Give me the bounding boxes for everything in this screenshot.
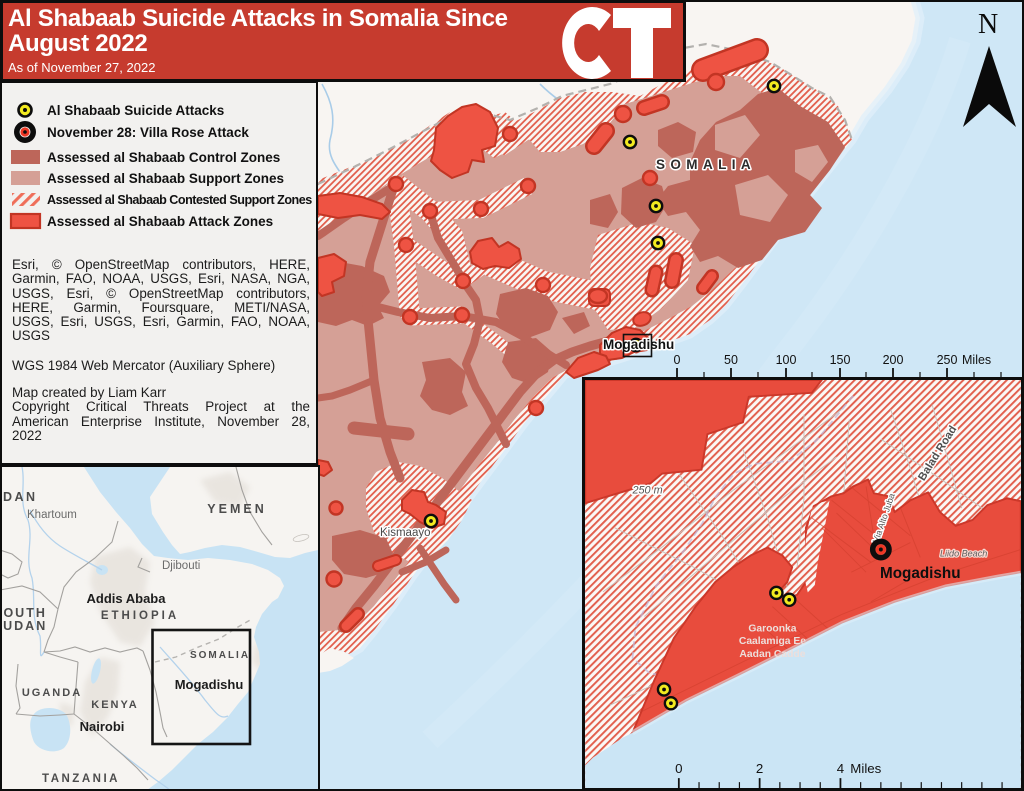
svg-text:0: 0 (675, 761, 682, 776)
svg-text:Aadan Cadde: Aadan Cadde (739, 649, 805, 660)
svg-text:4: 4 (837, 761, 844, 776)
svg-text:SOUTH: SOUTH (0, 606, 47, 620)
svg-text:Mogadishu: Mogadishu (603, 337, 674, 352)
svg-text:UGANDA: UGANDA (22, 687, 82, 699)
svg-text:DAN: DAN (3, 490, 38, 504)
svg-text:N: N (978, 9, 998, 40)
svg-text:Addis Ababa: Addis Ababa (87, 591, 167, 606)
svg-text:50: 50 (724, 353, 738, 367)
svg-text:YEMEN: YEMEN (207, 502, 266, 516)
svg-text:Liido Beach: Liido Beach (940, 548, 987, 558)
svg-text:ETHIOPIA: ETHIOPIA (101, 610, 179, 622)
svg-text:Nairobi: Nairobi (80, 719, 125, 734)
svg-text:Khartoum: Khartoum (27, 509, 77, 521)
svg-text:100: 100 (776, 353, 797, 367)
svg-text:Caalamiga Ee: Caalamiga Ee (739, 636, 806, 647)
svg-text:2: 2 (756, 761, 763, 776)
svg-text:250 m: 250 m (632, 484, 663, 496)
svg-text:150: 150 (830, 353, 851, 367)
svg-text:SOMALIA: SOMALIA (190, 650, 250, 661)
svg-text:Mogadishu: Mogadishu (175, 677, 244, 692)
svg-text:KENYA: KENYA (91, 699, 139, 711)
svg-text:Miles: Miles (962, 353, 991, 367)
svg-text:200: 200 (883, 353, 904, 367)
svg-text:Mogadishu: Mogadishu (880, 565, 961, 582)
svg-text:Kismaayo: Kismaayo (380, 527, 431, 539)
svg-text:Djibouti: Djibouti (162, 560, 200, 572)
svg-text:0: 0 (674, 353, 681, 367)
svg-text:SUDAN: SUDAN (0, 619, 47, 633)
svg-text:Garoonka: Garoonka (748, 623, 796, 634)
svg-text:SOMALIA: SOMALIA (656, 157, 756, 172)
svg-text:TANZANIA: TANZANIA (42, 773, 120, 785)
svg-text:Miles: Miles (850, 761, 881, 776)
svg-text:250: 250 (937, 353, 958, 367)
